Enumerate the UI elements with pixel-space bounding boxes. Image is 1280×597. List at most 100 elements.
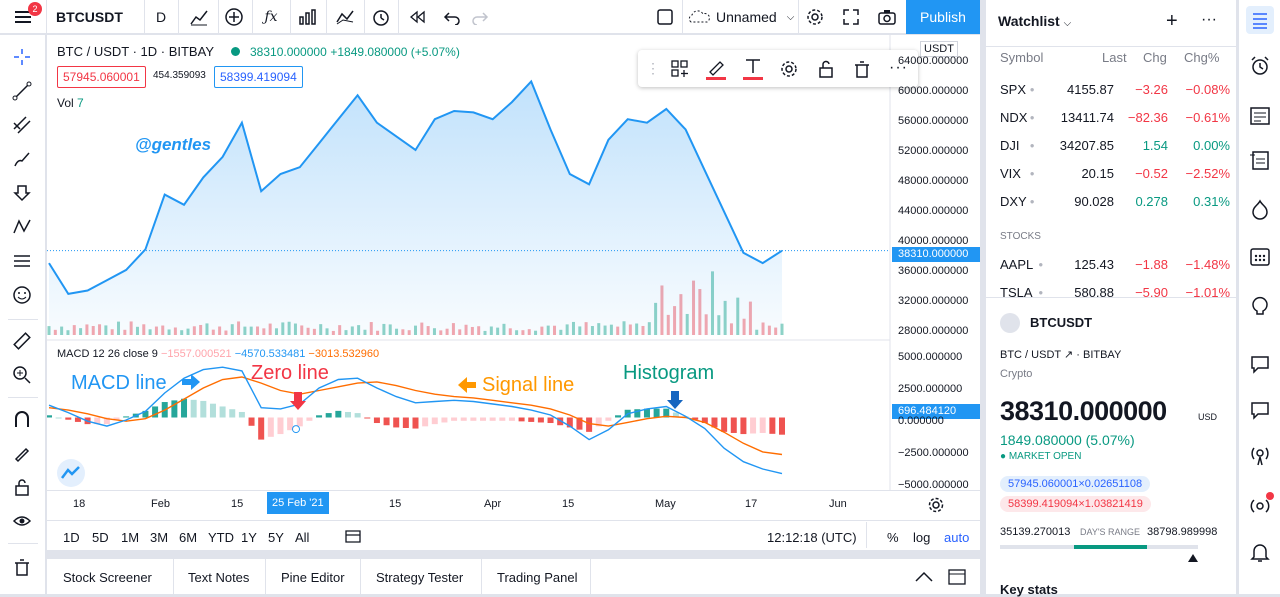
histogram-annotation[interactable]: Histogram bbox=[623, 362, 715, 384]
interval-button[interactable]: D bbox=[155, 9, 167, 25]
axis-settings-icon[interactable] bbox=[927, 496, 945, 517]
lock-icon[interactable] bbox=[8, 473, 36, 501]
maximize-panel-icon[interactable] bbox=[948, 569, 966, 588]
eye-icon[interactable] bbox=[8, 507, 36, 535]
price-line[interactable] bbox=[48, 79, 783, 296]
symbol-search[interactable]: BTCUSDT bbox=[56, 9, 123, 25]
signal-line-annotation[interactable]: Signal line bbox=[482, 374, 575, 396]
brush-icon[interactable] bbox=[8, 145, 36, 173]
range-1m[interactable]: 1M bbox=[121, 530, 140, 545]
chart-pane[interactable]: BTC / USDT · 1D · BITBAY 38310.000000 +1… bbox=[47, 35, 980, 550]
add-indicator-icon[interactable] bbox=[220, 0, 248, 34]
menu-icon[interactable]: 2 bbox=[6, 0, 42, 34]
details-ask[interactable]: 58399.419094×1.03821419 bbox=[1000, 496, 1151, 512]
range-ytd[interactable]: YTD bbox=[208, 530, 234, 545]
details-symbol[interactable]: BTCUSDT bbox=[1030, 315, 1093, 330]
range-1d[interactable]: 1D bbox=[63, 530, 80, 545]
line-color-icon[interactable] bbox=[705, 57, 727, 84]
camera-icon[interactable] bbox=[872, 0, 902, 34]
watchlist-row-tsla[interactable]: TSLA ● 580.88 −5.90 −1.01% bbox=[986, 279, 1236, 307]
trend-line-icon[interactable] bbox=[8, 77, 36, 105]
more-icon[interactable]: ··· bbox=[889, 59, 908, 76]
pattern-icon[interactable] bbox=[8, 213, 36, 241]
hotlist-icon[interactable] bbox=[1246, 196, 1274, 224]
chart-style-icon[interactable] bbox=[182, 0, 216, 34]
key-stats-title[interactable]: Key stats bbox=[1000, 582, 1058, 597]
section-stocks[interactable]: STOCKS bbox=[1000, 231, 1041, 242]
macd-line-annotation[interactable]: MACD line bbox=[71, 372, 167, 394]
stay-drawing-icon[interactable] bbox=[8, 439, 36, 467]
live-icon[interactable] bbox=[1246, 492, 1274, 520]
macd-signal-line[interactable] bbox=[48, 376, 783, 456]
publish-button[interactable]: Publish bbox=[906, 0, 980, 34]
arrow-down-icon[interactable] bbox=[8, 179, 36, 207]
watchlist-icon[interactable] bbox=[1246, 6, 1274, 34]
collapse-icon[interactable] bbox=[915, 571, 933, 586]
watchlist-row-dxy[interactable]: DXY ● 90.028 0.278 0.31% bbox=[986, 188, 1236, 216]
alarm-clock-icon[interactable] bbox=[1246, 52, 1274, 80]
range-5y[interactable]: 5Y bbox=[268, 530, 284, 545]
col-chgpct[interactable]: Chg% bbox=[1184, 50, 1220, 65]
undo-icon[interactable] bbox=[438, 0, 466, 34]
fib-icon[interactable] bbox=[8, 111, 36, 139]
price-chart[interactable] bbox=[47, 35, 980, 495]
replay-icon[interactable] bbox=[402, 0, 432, 34]
trash-icon[interactable] bbox=[8, 553, 36, 581]
drag-handle-icon[interactable]: ⋮ bbox=[646, 60, 660, 76]
col-last[interactable]: Last bbox=[1102, 50, 1127, 65]
messages-icon[interactable] bbox=[1246, 396, 1274, 424]
clock[interactable]: 12:12:18 (UTC) bbox=[767, 530, 857, 545]
author-annotation[interactable]: @gentles bbox=[135, 135, 212, 154]
sell-button[interactable]: 57945.060001 bbox=[57, 66, 146, 88]
drawing-settings-icon[interactable] bbox=[779, 59, 799, 82]
zero-line-annotation[interactable]: Zero line bbox=[251, 362, 329, 384]
delete-icon[interactable] bbox=[852, 59, 872, 82]
details-bid[interactable]: 57945.060001×0.02651108 bbox=[1000, 476, 1151, 492]
tab-pine-editor[interactable]: Pine Editor bbox=[281, 569, 345, 585]
add-symbol-icon[interactable]: + bbox=[1166, 10, 1178, 32]
range-3m[interactable]: 3M bbox=[150, 530, 169, 545]
log-toggle[interactable]: log bbox=[913, 530, 931, 545]
range-1y[interactable]: 1Y bbox=[241, 530, 257, 545]
fullscreen-icon[interactable] bbox=[836, 0, 866, 34]
watchlist-row-vix[interactable]: VIX ● 20.15 −0.52 −2.52% bbox=[986, 160, 1236, 188]
more-icon[interactable]: ··· bbox=[1201, 11, 1217, 28]
tradingview-logo[interactable] bbox=[57, 459, 85, 487]
range-6m[interactable]: 6M bbox=[179, 530, 198, 545]
unlock-icon[interactable] bbox=[816, 59, 836, 82]
ideas-lightbulb-icon[interactable] bbox=[1246, 292, 1274, 320]
watchlist-title[interactable]: Watchlist ⌵ bbox=[998, 13, 1071, 29]
range-all[interactable]: All bbox=[295, 530, 310, 545]
tab-text-notes[interactable]: Text Notes bbox=[188, 569, 250, 585]
watchlist-row-spx[interactable]: SPX ● 4155.87 −3.26 −0.08% bbox=[986, 76, 1236, 104]
tab-trading-panel[interactable]: Trading Panel bbox=[497, 569, 578, 585]
col-symbol[interactable]: Symbol bbox=[1000, 50, 1044, 65]
goto-date-icon[interactable] bbox=[344, 527, 362, 548]
details-pair[interactable]: BTC / USDT bbox=[1000, 349, 1061, 361]
compare-icon[interactable] bbox=[328, 0, 362, 34]
percent-toggle[interactable]: % bbox=[887, 530, 899, 545]
settings-icon[interactable] bbox=[800, 0, 830, 34]
text-color-icon[interactable] bbox=[742, 57, 764, 84]
watchlist-row-dji[interactable]: DJI ● 34207.85 1.54 0.00% bbox=[986, 132, 1236, 160]
tab-stock-screener[interactable]: Stock Screener bbox=[63, 569, 152, 585]
layout-menu[interactable]: Unnamed ⌵ bbox=[686, 0, 796, 34]
magnet-icon[interactable] bbox=[8, 405, 36, 433]
fullscreen-layout-icon[interactable] bbox=[650, 0, 680, 34]
chat-icon[interactable] bbox=[1246, 350, 1274, 378]
indicators-icon[interactable]: ƒx bbox=[264, 9, 278, 25]
streams-icon[interactable] bbox=[1246, 442, 1274, 470]
financials-icon[interactable] bbox=[292, 0, 322, 34]
template-icon[interactable] bbox=[670, 59, 690, 82]
ruler-icon[interactable] bbox=[8, 327, 36, 355]
calendar-list-icon[interactable] bbox=[1246, 146, 1274, 174]
zoom-in-icon[interactable] bbox=[8, 361, 36, 389]
notifications-bell-icon[interactable] bbox=[1246, 538, 1274, 566]
news-icon[interactable] bbox=[1246, 102, 1274, 130]
watchlist-row-ndx[interactable]: NDX ● 13411.74 −82.36 −0.61% bbox=[986, 104, 1236, 132]
smiley-icon[interactable] bbox=[8, 281, 36, 309]
buy-button[interactable]: 58399.419094 bbox=[214, 66, 303, 88]
macd-line[interactable] bbox=[48, 366, 783, 475]
external-link-icon[interactable]: ↗ bbox=[1063, 349, 1074, 361]
tab-strategy-tester[interactable]: Strategy Tester bbox=[376, 569, 464, 585]
